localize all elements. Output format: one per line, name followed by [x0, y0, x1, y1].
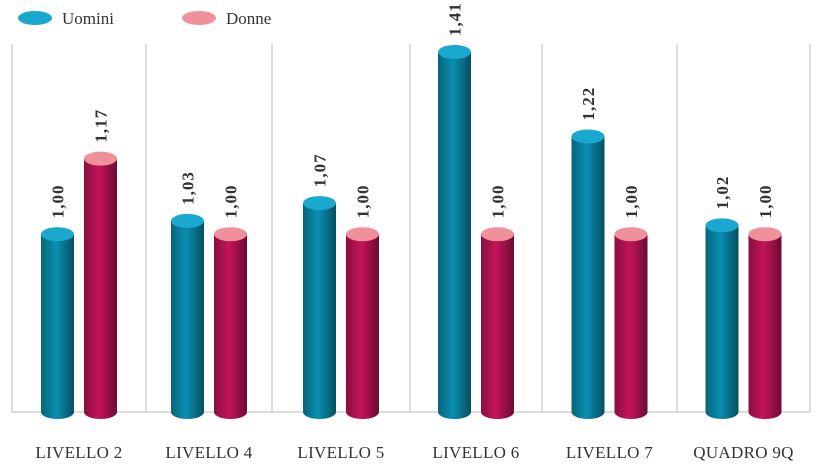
bar-donne — [481, 227, 514, 420]
category-labels: LIVELLO 2 LIVELLO 4 LIVELLO 5 LIVELLO 6 LIVE… — [35, 443, 793, 462]
bar-uomini — [705, 218, 739, 420]
bar-body — [346, 234, 379, 420]
bar-body — [438, 52, 471, 420]
bars — [41, 45, 782, 420]
bar-cap — [481, 227, 514, 242]
category-label: LIVELLO 7 — [566, 443, 653, 462]
bar-body — [481, 234, 514, 420]
category-label: LIVELLO 4 — [165, 443, 252, 462]
bar-cap — [303, 196, 336, 211]
bar-body — [705, 225, 739, 420]
bar-cap — [214, 227, 247, 242]
legend-swatch — [182, 11, 216, 25]
bar-cap — [705, 218, 739, 233]
bar-cap — [171, 213, 204, 228]
bar-body — [303, 203, 336, 420]
value-label: 1,00 — [756, 184, 775, 218]
bar-donne — [614, 227, 648, 420]
bar-cap — [41, 227, 74, 242]
bar-body — [171, 220, 204, 420]
legend: Uomini Donne — [18, 9, 271, 28]
value-label: 1,00 — [622, 184, 641, 218]
bar-donne — [346, 227, 379, 420]
bar-uomini — [438, 45, 471, 420]
value-label: 1,00 — [489, 184, 508, 218]
legend-item-donne: Donne — [182, 9, 271, 28]
bar-body — [84, 158, 117, 420]
bar-cap — [438, 45, 471, 59]
value-label: 1,00 — [222, 184, 241, 218]
value-label: 1,22 — [579, 87, 598, 121]
value-label: 1,03 — [179, 171, 198, 205]
category-label: QUADRO 9Q — [693, 443, 793, 462]
bar-donne — [214, 227, 247, 420]
legend-swatch — [18, 11, 52, 25]
bar-body — [214, 234, 247, 420]
legend-label: Uomini — [62, 9, 114, 28]
category-label: LIVELLO 6 — [432, 443, 519, 462]
bar-cap — [614, 227, 648, 242]
bar-uomini — [571, 129, 605, 420]
legend-item-uomini: Uomini — [18, 9, 114, 28]
bar-donne — [84, 151, 117, 420]
bar-body — [571, 136, 605, 420]
value-label: 1,41 — [446, 2, 465, 36]
value-label: 1,02 — [713, 176, 732, 210]
bar-body — [41, 234, 74, 420]
bar-uomini — [171, 213, 204, 420]
category-dividers — [11, 44, 811, 412]
bar-cap — [571, 129, 605, 144]
value-label: 1,00 — [49, 184, 68, 218]
bar-uomini — [41, 227, 74, 420]
category-label: LIVELLO 5 — [297, 443, 384, 462]
bar-body — [614, 234, 648, 420]
bar-donne — [748, 227, 782, 420]
bar-body — [748, 234, 782, 420]
category-label: LIVELLO 2 — [35, 443, 122, 462]
bar-cap — [748, 227, 782, 242]
bar-uomini — [303, 196, 336, 420]
value-label: 1,00 — [354, 184, 373, 218]
bar-cap — [346, 227, 379, 242]
value-label: 1,07 — [311, 153, 330, 187]
bar-cap — [84, 151, 117, 166]
value-label: 1,17 — [92, 109, 111, 143]
legend-label: Donne — [226, 9, 271, 28]
value-labels: 1,00 1,17 1,03 1,00 1,07 1,00 1,41 1,00 1,22 1,00… — [49, 2, 776, 218]
